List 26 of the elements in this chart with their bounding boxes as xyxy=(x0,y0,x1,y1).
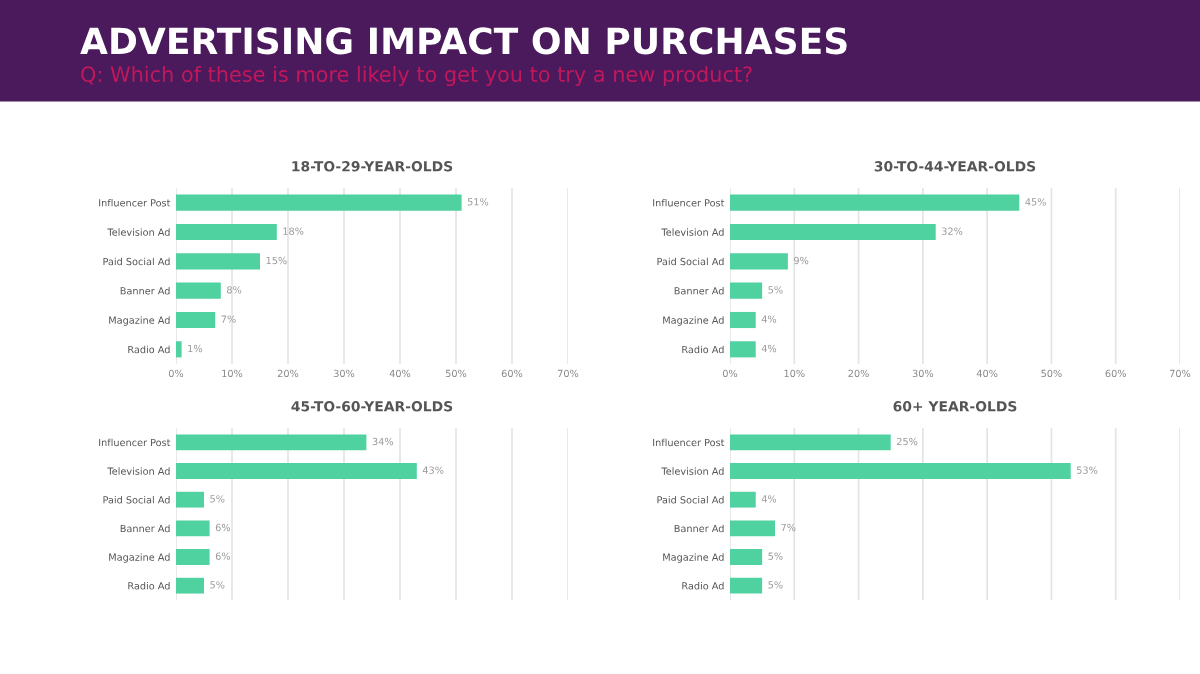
bar xyxy=(176,463,417,479)
bar xyxy=(730,491,756,508)
bar xyxy=(176,434,367,451)
bar xyxy=(730,463,1071,479)
bar xyxy=(176,520,210,537)
bar xyxy=(176,311,216,329)
bar xyxy=(176,253,260,270)
bar xyxy=(730,311,756,329)
bar xyxy=(730,282,763,299)
bar xyxy=(730,577,763,594)
bar xyxy=(730,434,891,451)
bar xyxy=(730,549,763,565)
bar xyxy=(730,223,936,241)
bar xyxy=(176,549,210,565)
text: Q: Which of these is more likely to get you to try a new product? xyxy=(81,65,752,87)
bar xyxy=(730,520,775,537)
bar xyxy=(176,282,221,299)
bar xyxy=(730,194,1020,211)
bar xyxy=(730,341,756,358)
text: ADVERTISING IMPACT ON PURCHASES xyxy=(80,27,847,55)
bar xyxy=(176,341,182,358)
bar xyxy=(176,194,462,211)
bar xyxy=(176,223,277,241)
bar xyxy=(176,491,204,508)
bar xyxy=(730,253,788,270)
bar xyxy=(176,577,204,594)
